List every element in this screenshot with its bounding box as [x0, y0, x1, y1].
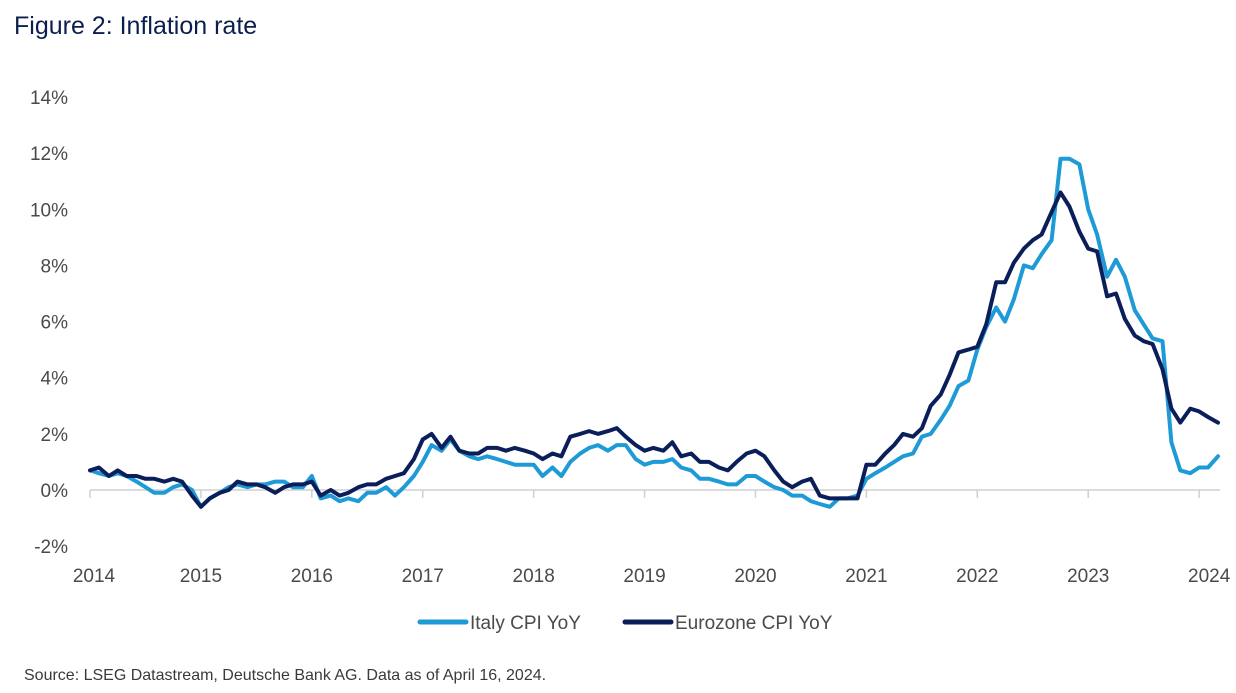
legend: Italy CPI YoY Eurozone CPI YoY	[417, 613, 833, 634]
legend-label-eurozone: Eurozone CPI YoY	[675, 613, 833, 634]
x-tick-label: 2018	[513, 566, 555, 587]
y-tick-label: 4%	[41, 369, 69, 390]
series-lines	[88, 156, 1220, 509]
y-tick-label: 0%	[41, 481, 69, 502]
y-tick-label: 10%	[30, 200, 68, 221]
x-tick-label: 2023	[1067, 566, 1109, 587]
x-tick-label: 2024	[1188, 566, 1231, 587]
y-tick-label: 12%	[30, 144, 68, 165]
y-tick-label: 14%	[30, 88, 68, 109]
x-tick-label: 2021	[845, 566, 887, 587]
y-tick-label: -2%	[34, 537, 68, 558]
y-axis-tick-labels: -2% 0% 2% 4% 6% 8% 10% 12% 14%	[30, 88, 68, 558]
legend-label-italy: Italy CPI YoY	[470, 613, 581, 634]
chart-title: Figure 2: Inflation rate	[14, 12, 258, 40]
x-tick-label: 2014	[73, 566, 116, 587]
x-tick-label: 2020	[734, 566, 776, 587]
source-note: Source: LSEG Datastream, Deutsche Bank A…	[24, 667, 547, 684]
x-tick-label: 2017	[402, 566, 444, 587]
series-line-italy	[88, 156, 1220, 509]
x-tick-label: 2016	[291, 566, 333, 587]
y-tick-label: 8%	[41, 256, 69, 277]
y-tick-label: 2%	[41, 425, 69, 446]
y-tick-label: 6%	[41, 313, 69, 334]
x-tick-label: 2022	[956, 566, 998, 587]
series-line-eurozone	[88, 190, 1220, 509]
x-tick-label: 2019	[623, 566, 665, 587]
x-tick-label: 2015	[180, 566, 222, 587]
x-axis-ticks: 2014 2015 2016 2017 2018 2019 2020 2021 2022 2023…	[73, 490, 1231, 587]
